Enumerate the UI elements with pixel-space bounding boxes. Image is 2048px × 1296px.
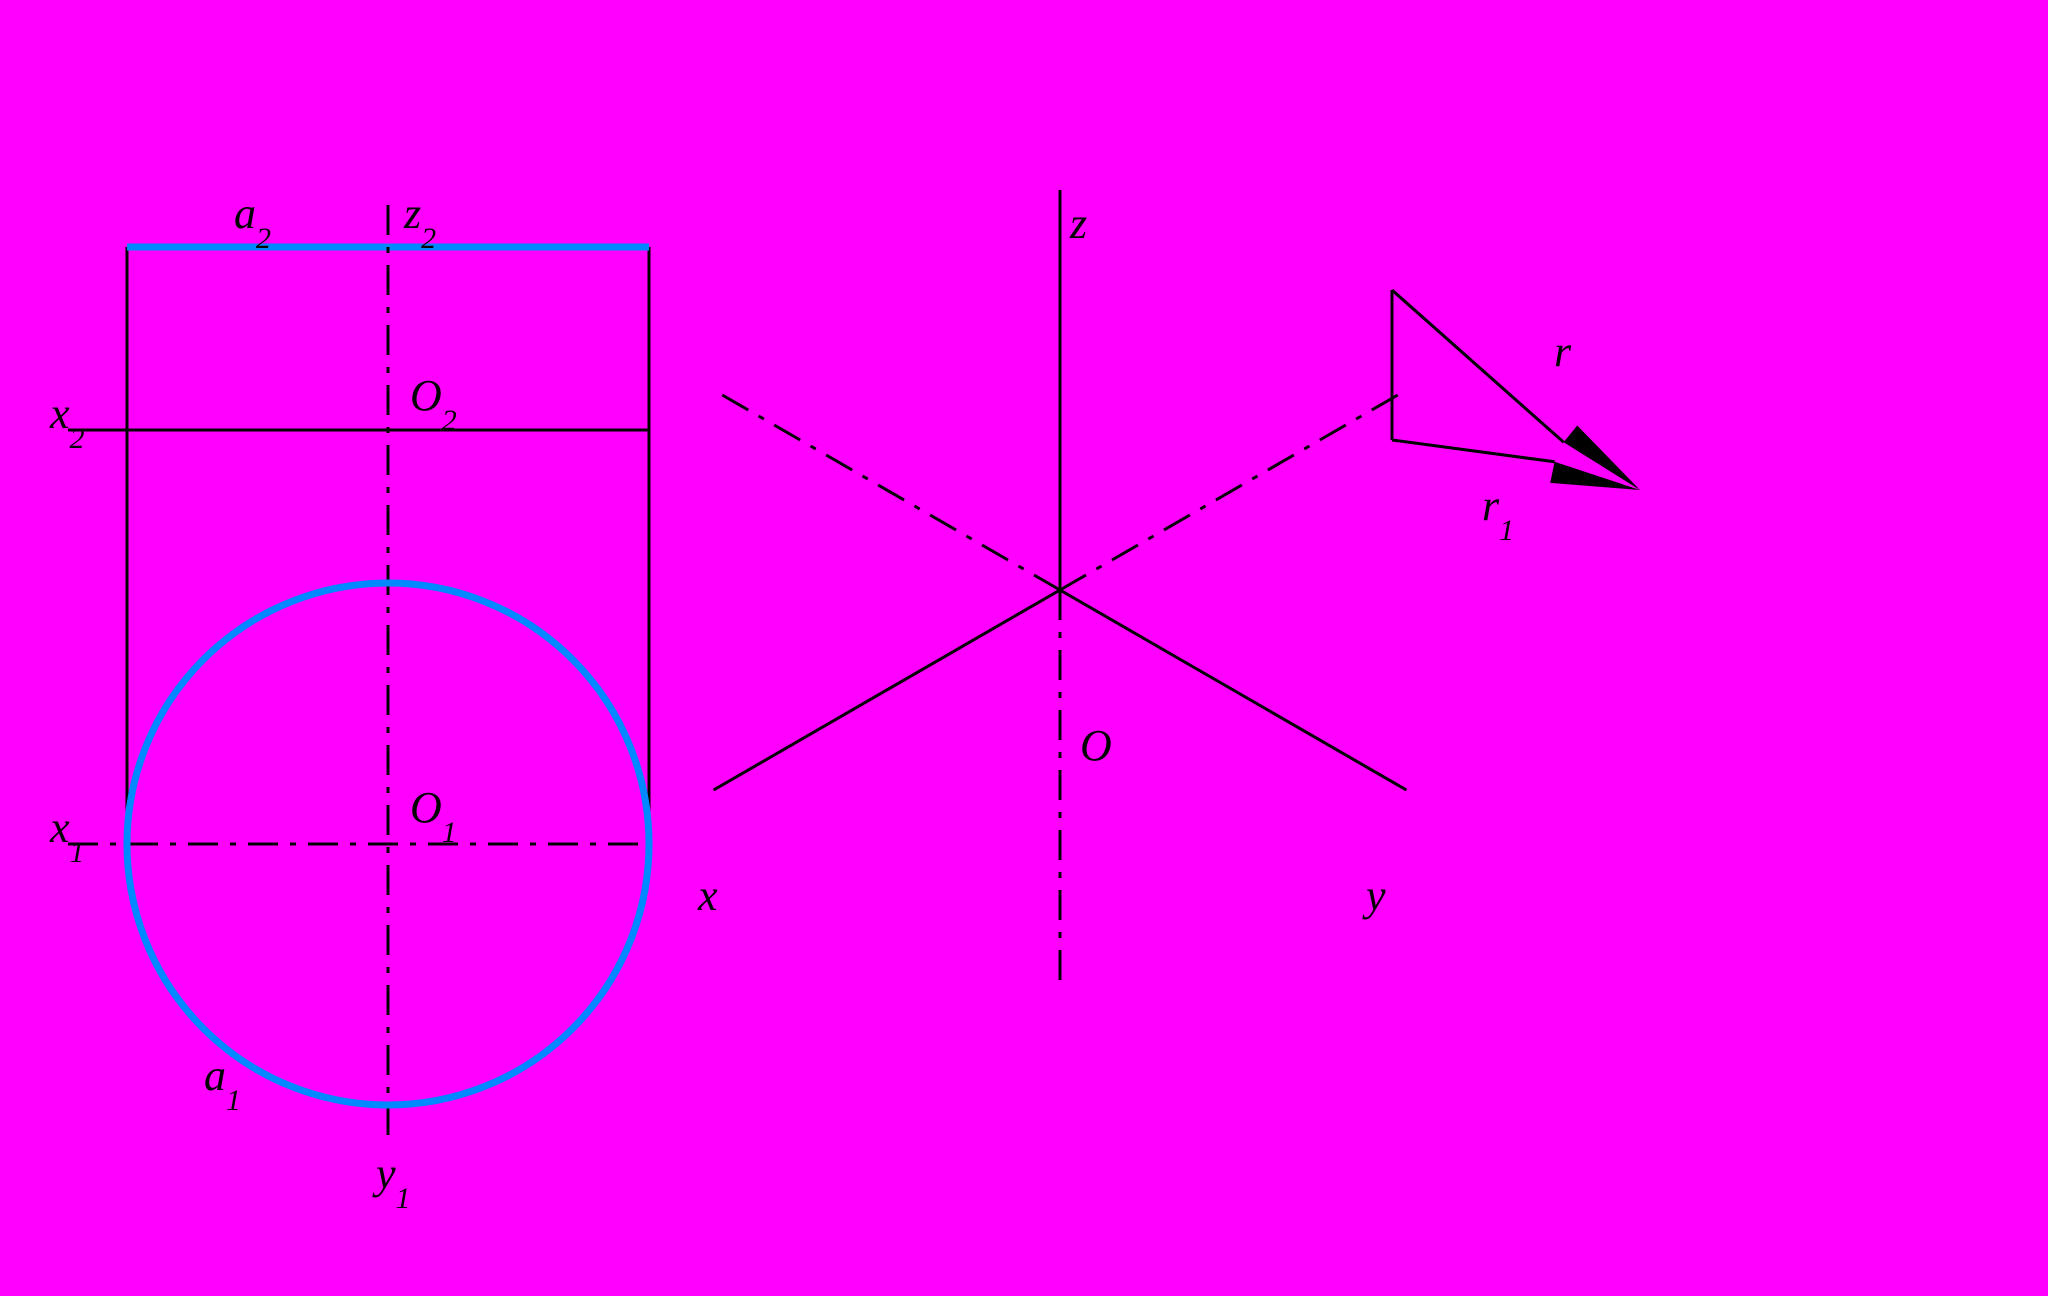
label-y: y xyxy=(1362,871,1386,920)
label-y1: y1 xyxy=(372,1149,411,1215)
arrowhead-r1 xyxy=(1550,462,1640,490)
label-O1: O1 xyxy=(410,783,457,849)
label-O: O xyxy=(1080,721,1112,770)
label-O2: O2 xyxy=(410,371,457,437)
label-x: x xyxy=(697,871,718,920)
label-a1: a1 xyxy=(204,1051,241,1117)
label-r: r xyxy=(1554,327,1572,376)
label-x1: x1 xyxy=(49,803,85,869)
label-x2: x2 xyxy=(49,389,85,455)
label-r1: r1 xyxy=(1482,481,1514,547)
label-z: z xyxy=(1069,199,1087,248)
